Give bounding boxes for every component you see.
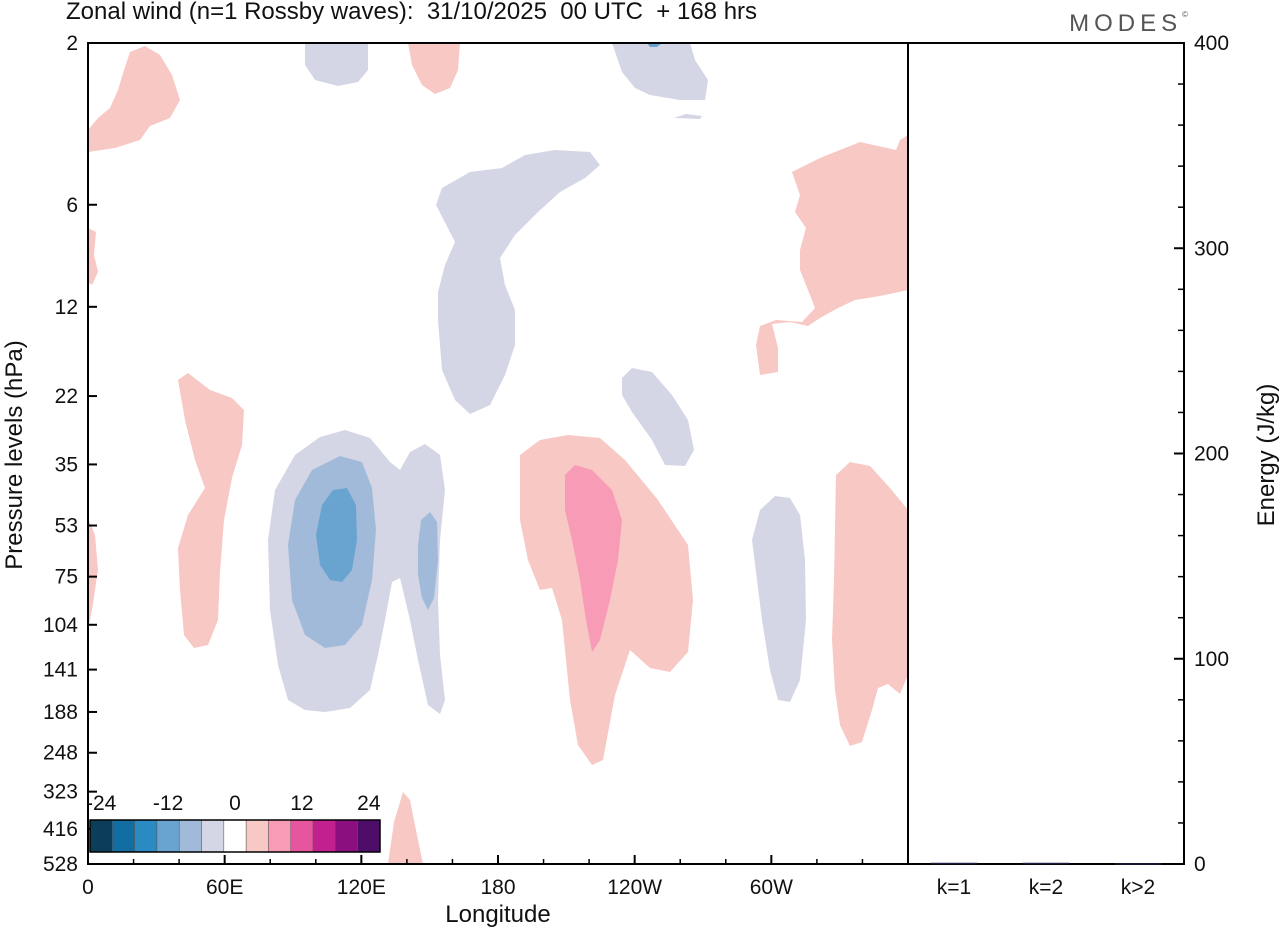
y-tick-label: 323 <box>43 781 78 804</box>
contour-negative-top-left <box>305 43 368 86</box>
plot-frame <box>87 42 1185 865</box>
energy-category-label: k=2 <box>1029 876 1063 899</box>
y-axis-ticks: 2 6 12 22 35 53 75 104 141 188 248 323 416 528 <box>43 32 97 876</box>
y-tick-label: 75 <box>55 566 78 589</box>
y-tick-label: 248 <box>43 742 78 765</box>
brand-text: MODES <box>1069 10 1183 37</box>
y-tick-label: 35 <box>55 453 78 476</box>
brand-logo: MODES© <box>1069 10 1188 38</box>
contour-negative-center-small <box>622 368 694 466</box>
colorbar-swatch <box>335 819 358 853</box>
x-tick-label: 0 <box>82 876 94 899</box>
colorbar-label: 12 <box>290 792 313 815</box>
colorbar-swatch <box>223 819 247 853</box>
energy-tick-label: 400 <box>1194 32 1229 55</box>
colorbar-label: -24 <box>86 792 117 815</box>
energy-tick-label: 200 <box>1194 443 1229 466</box>
colorbar-swatch <box>112 819 135 853</box>
contour-positive-upper-right <box>756 135 908 375</box>
colorbar-swatch <box>357 819 381 853</box>
colorbar-label: -12 <box>153 792 183 815</box>
energy-bars: k=1 k=2 k>2 <box>931 862 1161 899</box>
colorbar: -24 -12 0 12 24 <box>86 792 381 853</box>
x-tick-label: 120E <box>337 876 386 899</box>
contour-positive-center-core <box>565 465 622 652</box>
colorbar-swatch <box>89 819 113 853</box>
y-tick-label: 528 <box>43 853 78 876</box>
colorbar-swatch <box>245 819 269 853</box>
x-tick-label: 180 <box>480 876 515 899</box>
contour-negative-small-mid <box>418 512 438 610</box>
energy-tick-label: 300 <box>1194 237 1229 260</box>
y-tick-label: 53 <box>55 515 78 538</box>
colorbar-swatch <box>312 819 336 853</box>
energy-axis-title: Energy (J/kg) <box>1253 384 1280 527</box>
contour-negative-upper-center <box>436 150 600 414</box>
colorbar-label: 0 <box>229 792 241 815</box>
colorbar-swatch <box>268 819 292 853</box>
x-axis-title: Longitude <box>445 901 550 928</box>
energy-tick-label: 100 <box>1194 648 1229 671</box>
energy-category-label: k=1 <box>937 876 971 899</box>
contour-negative-right <box>752 496 806 702</box>
colorbar-swatch <box>201 819 225 853</box>
contour-positive-right-lower <box>832 462 908 746</box>
contour-positive-top-center <box>408 43 460 94</box>
colorbar-swatch <box>290 819 314 853</box>
brand-mark: © <box>1182 10 1188 19</box>
energy-bar <box>1023 862 1069 865</box>
contour-positive-bottom-center <box>388 792 423 864</box>
y-tick-label: 104 <box>43 614 78 637</box>
energy-axis-ticks: 0 100 200 300 400 <box>1174 32 1229 876</box>
contour-positive-upper-left <box>88 46 180 152</box>
contour-negative-top-right <box>612 43 708 100</box>
y-tick-label: 188 <box>43 701 78 724</box>
contour-negative-core <box>316 488 357 582</box>
colorbar-swatch <box>178 819 202 853</box>
contour-positive-left-edge-upper <box>88 228 98 285</box>
y-tick-label: 6 <box>66 194 78 217</box>
y-axis-title: Pressure levels (hPa) <box>1 340 28 569</box>
x-tick-label: 120W <box>607 876 662 899</box>
y-tick-label: 12 <box>55 296 78 319</box>
contour-field <box>88 43 908 864</box>
x-tick-label: 60E <box>206 876 243 899</box>
chart-title: Zonal wind (n=1 Rossby waves): 31/10/202… <box>66 0 758 25</box>
colorbar-frame <box>89 819 381 853</box>
colorbar-swatch <box>134 819 158 853</box>
energy-tick-label: 0 <box>1194 853 1206 876</box>
contour-positive-left-edge-lower <box>88 518 98 630</box>
contour-positive-left-lower <box>178 373 244 648</box>
x-axis-ticks: 0 60E 120E 180 120W 60W <box>82 855 864 899</box>
colorbar-swatch <box>156 819 180 853</box>
y-tick-label: 141 <box>43 659 78 682</box>
y-tick-label: 22 <box>55 385 78 408</box>
colorbar-label: 24 <box>357 792 381 815</box>
y-tick-label: 2 <box>66 32 78 55</box>
contour-negative-top-right-small <box>674 114 702 119</box>
energy-bar <box>931 862 977 865</box>
x-tick-label: 60W <box>750 876 793 899</box>
energy-category-label: k>2 <box>1121 876 1155 899</box>
energy-bar <box>1115 863 1161 865</box>
y-tick-label: 416 <box>43 818 78 841</box>
